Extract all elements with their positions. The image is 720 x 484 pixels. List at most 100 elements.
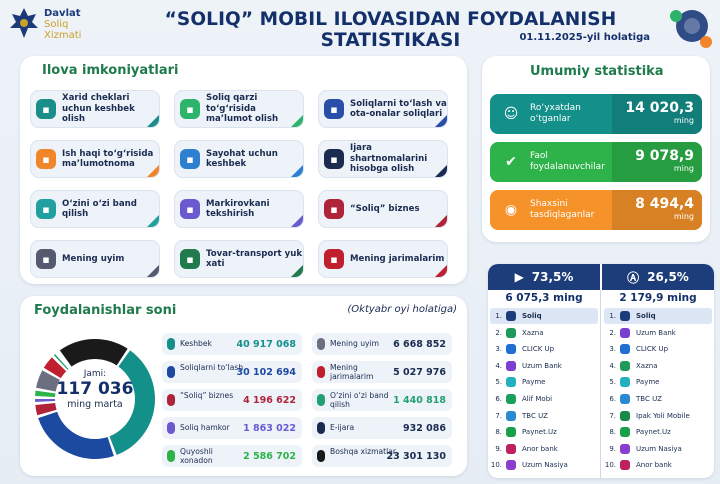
feature-card[interactable]: ▪ Ish haqi to‘g‘risida ma’lumotnoma <box>30 140 160 178</box>
ranking-row: 2. Uzum Bank <box>604 325 712 341</box>
ranking-number: 4. <box>609 361 616 370</box>
page-title: “SOLIQ” MOBIL ILOVASIDAN FOYDALANISH STA… <box>164 9 617 51</box>
feature-card[interactable]: ▪ “Soliq” biznes <box>318 190 448 228</box>
feature-label: Soliqlarni to‘lash va ota-onalar soliqla… <box>350 98 447 120</box>
feature-icon: ▪ <box>324 249 344 269</box>
app-name: Soliq <box>522 312 542 320</box>
feature-card[interactable]: ▪ Soliqlarni to‘lash va ota-onalar soliql… <box>318 90 448 128</box>
usage-item-value: 1 863 022 <box>243 423 296 434</box>
usage-item-label: Mening uyim <box>330 339 380 348</box>
usage-item-label: Soliq hamkor <box>180 423 230 432</box>
feature-card[interactable]: ▪ Markirovkani tekshirish <box>174 190 304 228</box>
feature-label: Ijara shartnomalarini hisobga olish <box>350 143 428 175</box>
app-name: Soliq <box>636 312 656 320</box>
app-icon <box>620 377 630 388</box>
app-store-header: Ⓐ 26,5% <box>602 264 714 290</box>
feature-card[interactable]: ▪ Sayohat uchun keshbek <box>174 140 304 178</box>
stat-value: 9 078,9 <box>635 148 694 164</box>
usage-item: Keshbek 40 917 068 <box>162 333 302 355</box>
ranking-number: 8. <box>609 428 616 437</box>
usage-item-value: 23 301 130 <box>386 451 447 462</box>
usage-item-value: 932 086 <box>403 423 446 434</box>
app-name: Xazna <box>636 361 658 370</box>
app-name: Payme <box>636 378 660 387</box>
logo-text: Davlat Soliq Xizmati <box>44 8 81 41</box>
app-icon <box>506 460 516 471</box>
usage-item-value: 30 102 694 <box>236 367 297 378</box>
feature-icon: ▪ <box>36 199 56 219</box>
app-name: Uzum Nasiya <box>522 461 568 470</box>
feature-card[interactable]: ▪ Mening jarimalarim <box>318 240 448 278</box>
stat-unit: ming <box>673 212 694 221</box>
app-store-total: 2 179,9 ming <box>619 292 697 304</box>
donut-total-value: 117 036 <box>56 379 134 399</box>
feature-card[interactable]: ▪ O‘zini o‘zi band qilish <box>30 190 160 228</box>
feature-corner <box>290 114 303 127</box>
feature-card[interactable]: ▪ Xarid cheklari uchun keshbek olish <box>30 90 160 128</box>
feature-corner <box>146 264 159 277</box>
feature-corner <box>290 164 303 177</box>
feature-label: O‘zini o‘zi band qilish <box>62 198 137 220</box>
feature-label: Markirovkani tekshirish <box>206 198 270 220</box>
feature-label: Ish haqi to‘g‘risida ma’lumotnoma <box>62 148 154 170</box>
ranking-row: 8. Paynet.Uz <box>490 424 598 440</box>
ranking-number: 8. <box>495 428 502 437</box>
usage-item-marker <box>167 394 175 406</box>
app-icon <box>506 410 516 421</box>
ranking-row: 4. Xazna <box>604 358 712 374</box>
feature-card[interactable]: ▪ Soliq qarzi to‘g‘risida ma’lumot olish <box>174 90 304 128</box>
ranking-row: 2. Xazna <box>490 325 598 341</box>
stat-card: ◉ Shaxsini tasdiqlaganlar 8 494,4 ming <box>490 190 702 230</box>
app-icon <box>506 427 516 438</box>
usage-panel: Foydalanishlar soni (Oktyabr oyi holatig… <box>20 296 467 476</box>
app-name: CLICK Up <box>636 345 669 354</box>
feature-icon: ▪ <box>324 99 344 119</box>
stat-icon: ☺ <box>503 106 519 122</box>
logo-line-1: Davlat <box>44 8 81 19</box>
usage-item-marker <box>317 394 325 406</box>
ranking-row: 5. Payme <box>604 374 712 390</box>
stats-title: Umumiy statistika <box>530 64 664 79</box>
feature-icon: ▪ <box>36 249 56 269</box>
feature-corner <box>146 114 159 127</box>
feature-corner <box>434 164 447 177</box>
stat-value-box: 14 020,3 ming <box>612 94 702 134</box>
usage-item: Quyoshli xonadon 2 586 702 <box>162 445 302 467</box>
feature-label: Tovar-transport yuk xati <box>206 248 303 270</box>
ranking-row: 1. Soliq <box>604 308 712 324</box>
feature-card[interactable]: ▪ Tovar-transport yuk xati <box>174 240 304 278</box>
google-play-total: 6 075,3 ming <box>505 292 583 304</box>
ranking-row: 3. CLICK Up <box>490 341 598 357</box>
app-name: Anor bank <box>522 444 558 453</box>
stat-label: Ro‘yxatdan o‘tganlar <box>530 103 581 124</box>
app-store-percent: 26,5% <box>647 270 689 284</box>
ranking-row: 9. Uzum Nasiya <box>604 441 712 457</box>
usage-item-label: Soliqlarni to‘lash <box>180 363 244 372</box>
app-icon <box>620 427 630 438</box>
app-name: Payme <box>522 378 546 387</box>
usage-item-marker <box>167 338 175 350</box>
ranking-number: 4. <box>495 361 502 370</box>
feature-corner <box>146 214 159 227</box>
stat-value: 8 494,4 <box>635 196 694 212</box>
usage-item-marker <box>317 450 325 462</box>
usage-donut-chart <box>35 339 155 459</box>
stat-label: Faol foydalanuvchilar <box>530 151 605 172</box>
app-icon <box>506 443 516 454</box>
stat-icon: ◉ <box>504 202 518 218</box>
feature-label: Mening jarimalarim <box>350 253 445 264</box>
usage-item: Soliq hamkor 1 863 022 <box>162 417 302 439</box>
feature-corner <box>290 264 303 277</box>
app-icon <box>620 344 630 355</box>
usage-item-value: 1 440 818 <box>393 395 446 406</box>
feature-card[interactable]: ▪ Ijara shartnomalarini hisobga olish <box>318 140 448 178</box>
feature-card[interactable]: ▪ Mening uyim <box>30 240 160 278</box>
ranking-row: 10. Uzum Nasiya <box>490 457 598 473</box>
stat-unit: ming <box>673 116 694 125</box>
usage-item-value: 40 917 068 <box>236 339 297 350</box>
usage-item-label: Mening jarimalarim <box>330 363 374 381</box>
app-icon <box>506 360 516 371</box>
feature-corner <box>146 164 159 177</box>
feature-corner <box>290 214 303 227</box>
app-name: Uzum Nasiya <box>636 444 682 453</box>
